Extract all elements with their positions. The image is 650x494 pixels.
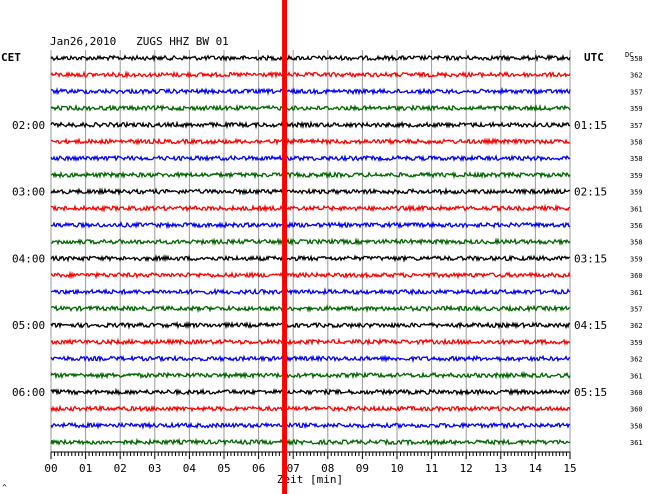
dc-value: 359 xyxy=(630,105,643,113)
utc-time-label: 05:15 xyxy=(574,386,607,399)
x-tick-label: 15 xyxy=(563,462,576,475)
dc-value: 359 xyxy=(630,172,643,180)
chart-labels: Jan26,2010 ZUGS HHZ BW 01 CET UTC DC Zei… xyxy=(1,35,643,492)
trace-line xyxy=(50,354,571,364)
trace-line xyxy=(50,53,571,63)
dc-value: 360 xyxy=(630,406,643,414)
dc-value: 358 xyxy=(630,155,643,163)
dc-value: 356 xyxy=(630,222,643,230)
dc-value: 359 xyxy=(630,255,643,263)
cet-time-label: 03:00 xyxy=(12,186,45,199)
trace-line xyxy=(50,70,571,80)
x-tick-label: 03 xyxy=(148,462,161,475)
trace-line xyxy=(50,137,571,146)
utc-time-label: 03:15 xyxy=(574,252,607,265)
dc-value: 361 xyxy=(630,439,643,447)
trace-line xyxy=(50,337,571,347)
dc-value: 358 xyxy=(630,239,643,247)
dc-value: 357 xyxy=(630,306,643,314)
x-tick-label: 11 xyxy=(425,462,438,475)
dc-value: 360 xyxy=(630,389,643,397)
x-tick-label: 14 xyxy=(529,462,543,475)
trace-line xyxy=(50,287,571,297)
time-axis: 00 01 02 03 04 05 06 07 08 09 10 11 12 13 14 15 xyxy=(44,451,577,475)
dc-value: 360 xyxy=(630,272,643,280)
dc-label: DC xyxy=(625,51,633,59)
chart-title: Jan26,2010 ZUGS HHZ BW 01 xyxy=(50,35,229,48)
minute-grid xyxy=(50,50,571,452)
x-tick-label: 01 xyxy=(79,462,92,475)
dc-value: 361 xyxy=(630,289,643,297)
trace-line xyxy=(50,270,571,280)
dc-value: 357 xyxy=(630,88,643,96)
x-tick-label: 13 xyxy=(494,462,507,475)
x-tick-label: 06 xyxy=(252,462,265,475)
dc-value: 362 xyxy=(630,72,643,80)
event-marker xyxy=(282,0,288,494)
x-tick-label: 00 xyxy=(44,462,57,475)
trace-line xyxy=(50,254,571,263)
trace-line xyxy=(50,387,571,397)
trace-line xyxy=(50,421,571,430)
x-tick-label: 08 xyxy=(321,462,334,475)
event-marker-line xyxy=(282,0,288,494)
utc-time-label: 04:15 xyxy=(574,319,607,332)
dc-value: 362 xyxy=(630,322,643,330)
trace-line xyxy=(50,120,570,130)
x-tick-label: 09 xyxy=(356,462,369,475)
trace-line xyxy=(50,404,571,414)
trace-line xyxy=(50,320,571,330)
x-tick-label: 07 xyxy=(287,462,300,475)
trace-line xyxy=(50,220,571,230)
trace-line xyxy=(50,186,571,197)
dc-value: 358 xyxy=(630,139,643,147)
x-tick-label: 02 xyxy=(114,462,127,475)
cet-label: CET xyxy=(1,51,21,64)
trace-line xyxy=(50,86,571,96)
trace-line xyxy=(50,154,571,163)
cet-time-label: 06:00 xyxy=(12,386,45,399)
trace-line xyxy=(50,237,571,247)
trace-line xyxy=(50,203,571,213)
seismic-traces xyxy=(50,53,571,447)
trace-line xyxy=(50,370,571,380)
utc-time-label: 01:15 xyxy=(574,119,607,132)
dc-value: 357 xyxy=(630,122,643,130)
dc-value: 359 xyxy=(630,339,643,347)
trace-line xyxy=(50,170,571,180)
dc-value: 358 xyxy=(630,55,643,63)
trace-line xyxy=(50,304,571,314)
footer-mark: ^ xyxy=(2,483,7,492)
trace-line xyxy=(50,103,571,113)
dc-value: 362 xyxy=(630,356,643,364)
cet-time-label: 05:00 xyxy=(12,319,45,332)
dc-value: 358 xyxy=(630,422,643,430)
x-axis-label: Zeit [min] xyxy=(277,473,343,486)
x-tick-label: 10 xyxy=(390,462,403,475)
dc-value: 361 xyxy=(630,372,643,380)
x-tick-label: 12 xyxy=(460,462,473,475)
utc-label: UTC xyxy=(584,51,604,64)
cet-time-label: 02:00 xyxy=(12,119,45,132)
trace-line xyxy=(50,437,571,447)
x-tick-label: 04 xyxy=(183,462,197,475)
cet-time-label: 04:00 xyxy=(12,252,45,265)
utc-time-label: 02:15 xyxy=(574,186,607,199)
dc-value: 359 xyxy=(630,189,643,197)
dc-value: 361 xyxy=(630,205,643,213)
x-tick-label: 05 xyxy=(217,462,230,475)
